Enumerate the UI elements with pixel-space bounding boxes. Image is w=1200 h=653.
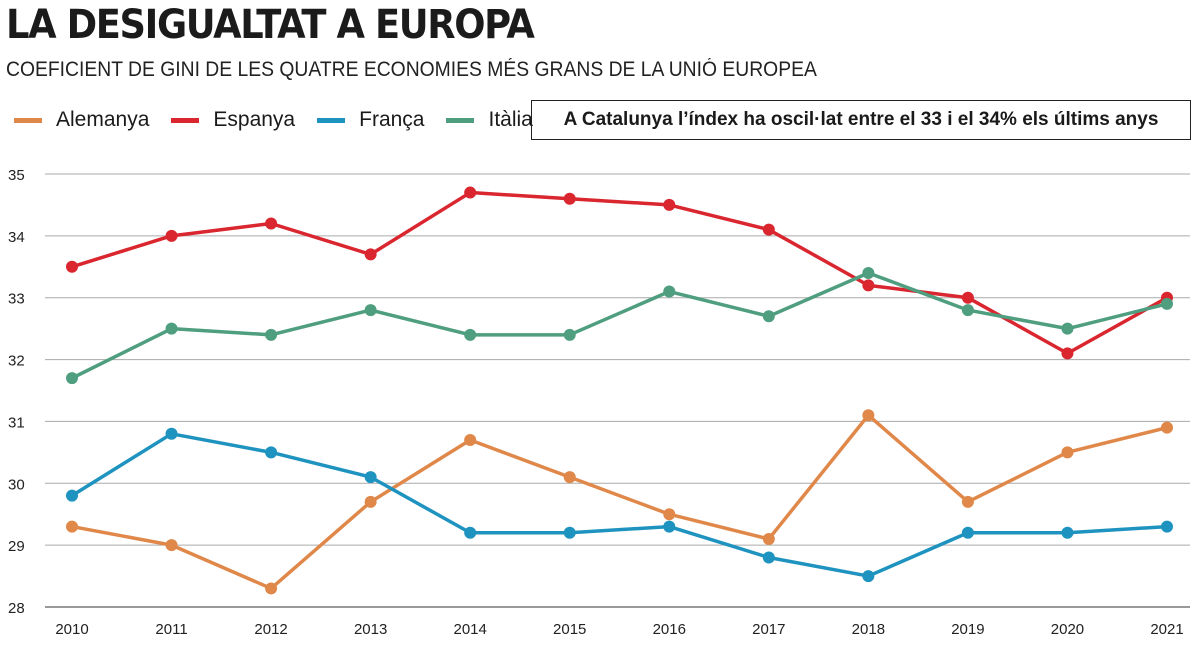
data-point [1061,347,1074,360]
data-point [762,551,775,564]
chart-title: LA DESIGUALTAT A EUROPA [6,2,535,48]
x-tick-label: 2012 [254,621,287,638]
series-line-França [71,432,1168,578]
data-point [1061,526,1074,539]
legend-swatch [14,117,42,123]
x-tick-label: 2011 [155,621,187,638]
data-point [862,266,875,279]
chart-subtitle: COEFICIENT DE GINI DE LES QUATRE ECONOMI… [6,58,817,81]
data-point [364,248,377,261]
y-tick-label: 29 [8,538,25,555]
x-tick-label: 2010 [55,621,88,638]
data-point [663,520,676,533]
data-point [165,229,178,242]
data-point [961,291,974,304]
y-tick-label: 28 [8,600,25,617]
data-point [364,471,377,484]
x-tick-label: 2013 [354,621,387,638]
series-line-Itàlia [71,271,1168,380]
data-point [1061,322,1074,335]
legend-label: Itàlia [488,108,533,131]
data-point [663,198,676,211]
data-point [563,471,576,484]
data-point [464,526,477,539]
data-point [165,539,178,552]
legend-item: Itàlia [446,108,533,132]
y-tick-label: 35 [8,167,25,184]
data-point [265,217,278,230]
data-point [762,310,775,323]
data-point [364,495,377,508]
legend-swatch [171,117,200,123]
data-point [1161,421,1173,434]
legend: Alemanya Espanya França Itàlia [14,108,555,132]
data-point [265,582,278,595]
data-point [66,260,78,273]
series-line-Alemanya [71,413,1168,591]
data-point [961,495,974,508]
data-point [265,446,278,459]
data-point [364,304,377,317]
series-line-Espanya [71,190,1168,356]
data-point [66,372,78,385]
annotation-box: A Catalunya l’índex ha oscil·lat entre e… [531,100,1191,140]
data-point [165,427,178,440]
data-point [1161,520,1173,533]
x-tick-label: 2014 [453,621,486,638]
data-point [563,192,576,205]
x-tick-label: 2020 [1051,621,1084,638]
data-point [1161,297,1173,310]
data-point [862,279,875,292]
data-point [862,570,875,583]
data-point [961,304,974,317]
data-point [762,223,775,236]
y-tick-label: 31 [8,414,25,431]
x-tick-label: 2017 [752,621,785,638]
y-tick-label: 34 [8,229,25,246]
data-point [464,433,477,446]
data-point [663,508,676,521]
data-point [66,520,78,533]
data-point [961,526,974,539]
legend-label: Espanya [213,108,296,131]
legend-label: França [359,108,425,131]
data-point [464,186,477,199]
y-tick-label: 32 [8,353,25,370]
x-tick-label: 2016 [653,621,686,638]
x-tick-label: 2019 [951,621,984,638]
legend-label: Alemanya [56,108,150,131]
data-point [265,328,278,341]
x-tick-label: 2018 [852,621,885,638]
data-point [563,328,576,341]
x-tick-label: 2015 [553,621,586,638]
data-point [862,409,875,422]
data-point [663,285,676,298]
legend-item: Alemanya [14,108,149,132]
y-tick-label: 30 [8,476,25,493]
data-point [165,322,178,335]
legend-swatch [446,117,475,123]
data-point [563,526,576,539]
data-point [66,489,78,502]
legend-item: França [317,108,424,132]
legend-item: Espanya [171,108,295,132]
data-point [464,328,477,341]
x-tick-label: 2021 [1150,621,1183,638]
data-point [1061,446,1074,459]
y-tick-label: 33 [8,291,25,308]
data-point [762,532,775,545]
legend-swatch [317,117,346,123]
